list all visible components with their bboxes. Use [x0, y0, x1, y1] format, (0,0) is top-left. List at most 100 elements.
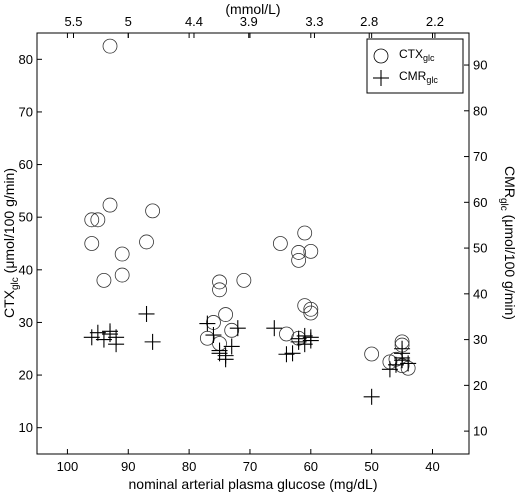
- cmr-point: [302, 332, 319, 349]
- ctx-point: [364, 346, 380, 362]
- x-axis-label: nominal arterial plasma glucose (mg/dL): [129, 476, 378, 492]
- cmr-point: [278, 346, 295, 363]
- ctx-point: [291, 245, 307, 260]
- right-axis-label-main: CMR: [502, 166, 518, 198]
- tick-labels: 100 90 80 70 60 50 40 5.5 5 4.4 3.9 3.3 2.8 2.2 10 20 30…: [19, 14, 488, 474]
- right-axis-label: CMRglc (μmol/100 g/min): [498, 166, 518, 320]
- ctx-point: [224, 322, 240, 338]
- left-tick-label: 30: [19, 315, 33, 330]
- right-axis-label-sub: glc: [498, 198, 509, 211]
- cmr-point: [89, 324, 106, 341]
- cmr-point: [266, 320, 283, 337]
- left-tick-label: 60: [19, 157, 33, 172]
- x-tick-label: 80: [182, 459, 196, 474]
- left-tick-label: 20: [19, 368, 33, 383]
- cmr-point: [138, 305, 155, 322]
- top-axis-label: (mmol/L): [225, 1, 280, 17]
- right-tick-label: 60: [473, 195, 487, 210]
- cmr-point: [363, 388, 380, 405]
- legend-entry-ctx: CTXglc: [399, 47, 435, 63]
- ctx-point: [212, 282, 227, 298]
- right-tick-label: 10: [473, 424, 487, 439]
- cmr-point: [223, 338, 240, 355]
- cmr-point: [296, 336, 313, 353]
- left-axis-label-rest: (μmol/100 g/min): [1, 168, 17, 277]
- top-tick-label: 2.2: [426, 14, 444, 29]
- top-tick-label: 5: [125, 14, 132, 29]
- ctx-point: [96, 272, 112, 288]
- ctx-point: [303, 243, 319, 259]
- cmr-point: [217, 347, 234, 364]
- legend-entry-ctx-name: CTX: [399, 47, 423, 61]
- ctx-point: [102, 197, 118, 213]
- cmr-point: [108, 336, 125, 353]
- ctx-point: [102, 38, 118, 54]
- ctx-point: [297, 225, 313, 241]
- legend: CTXglc CMRglc: [366, 38, 464, 94]
- cmr-point: [205, 327, 222, 344]
- ctx-point: [84, 212, 100, 228]
- cmr-point: [199, 315, 216, 332]
- left-tick-label: 40: [19, 262, 33, 277]
- cmr-point: [144, 333, 161, 350]
- cmr-point: [211, 345, 228, 362]
- left-tick-label: 10: [19, 420, 33, 435]
- cmr-point: [381, 361, 398, 378]
- right-tick-label: 40: [473, 286, 487, 301]
- ctx-point: [114, 267, 130, 283]
- legend-box: [366, 38, 464, 94]
- ctx-point: [218, 307, 234, 322]
- top-tick-label: 4.4: [185, 14, 203, 29]
- ctx-point: [139, 234, 154, 250]
- legend-entry-ctx-sub: glc: [423, 53, 435, 63]
- top-tick-label: 3.9: [240, 14, 258, 29]
- ctx-point: [303, 301, 319, 317]
- top-tick-label: 2.8: [360, 14, 378, 29]
- cmr-point: [83, 329, 100, 346]
- left-axis-label-sub: glc: [10, 277, 21, 290]
- right-tick-label: 30: [473, 332, 487, 347]
- x-tick-label: 50: [364, 459, 378, 474]
- right-tick-label: 20: [473, 378, 487, 393]
- right-tick-label: 80: [473, 103, 487, 118]
- ctx-point: [114, 246, 130, 262]
- left-axis-label: CTXglc (μmol/100 g/min): [1, 168, 21, 318]
- x-tick-label: 100: [57, 459, 79, 474]
- left-tick-label: 50: [19, 210, 33, 225]
- legend-plus-marker: [373, 70, 389, 86]
- x-tick-label: 40: [425, 459, 439, 474]
- cmr-point: [284, 345, 301, 362]
- ctx-point: [303, 305, 319, 321]
- ctx-point: [212, 274, 227, 290]
- x-tick-label: 60: [304, 459, 318, 474]
- x-tick-label: 70: [243, 459, 257, 474]
- cmr-point: [400, 355, 417, 372]
- tick-marks: [37, 33, 469, 454]
- ctx-point: [90, 212, 106, 228]
- ctx-point: [291, 252, 307, 268]
- legend-entry-cmr: CMRglc: [399, 69, 438, 85]
- left-tick-label: 70: [19, 104, 33, 119]
- right-axis-label-rest: (μmol/100 g/min): [502, 211, 518, 320]
- ctx-point: [84, 236, 100, 251]
- legend-circle-marker: [373, 48, 389, 64]
- cmr-point: [394, 352, 411, 369]
- right-tick-label: 70: [473, 149, 487, 164]
- plot-frame: [36, 32, 470, 455]
- right-tick-label: 90: [473, 58, 487, 73]
- cmr-point: [229, 320, 246, 337]
- ctx-point: [236, 272, 252, 288]
- x-tick-label: 90: [121, 459, 135, 474]
- cmr-point: [387, 356, 404, 373]
- ctx-point: [145, 203, 161, 219]
- left-axis-label-main: CTX: [1, 289, 17, 318]
- ctx-point: [272, 236, 288, 251]
- legend-entry-cmr-name: CMR: [399, 69, 427, 83]
- top-tick-label: 5.5: [64, 14, 82, 29]
- top-tick-label: 3.3: [305, 14, 323, 29]
- left-tick-label: 80: [19, 52, 33, 67]
- legend-entry-cmr-sub: glc: [426, 75, 438, 85]
- right-tick-label: 50: [473, 241, 487, 256]
- cmr-point: [102, 326, 119, 343]
